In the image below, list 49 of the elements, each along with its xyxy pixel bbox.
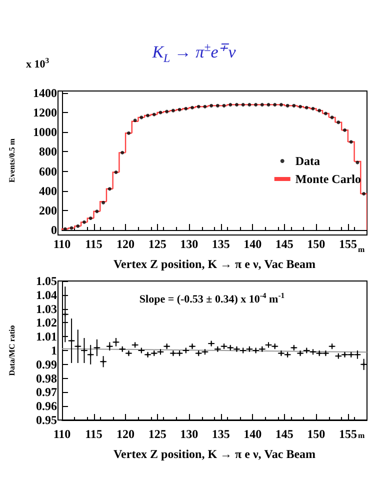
y-tick-label: 0.99: [36, 357, 57, 372]
text: x 10$^{3}$: [26, 56, 50, 71]
y-tick-label: 1: [51, 344, 57, 358]
y-tick-label: 1200: [33, 106, 57, 120]
x-tick-label: 110: [53, 237, 71, 251]
y-tick-label: 0.96: [36, 399, 57, 414]
x-tick-label: 130: [180, 237, 198, 251]
x-tick-label: 125: [148, 427, 166, 441]
x-tick-label: 140: [244, 427, 262, 441]
x-tick-label: 130: [180, 427, 198, 441]
y-tick-label: 1.04: [36, 288, 57, 302]
x-tick-label: 150: [307, 427, 326, 441]
y-tick-label: 1.02: [36, 316, 57, 330]
y-tick-label: 1400: [33, 86, 57, 100]
x-tick-label: 125: [148, 237, 166, 251]
text: m: [358, 245, 365, 254]
annotation: Slope = (-0.53 ± 0.34) x 10$^{-4}$ m$^{-1}$: [139, 291, 285, 306]
y-axis-title: Data/MC ratio: [8, 325, 16, 376]
y-tick-label: 1000: [33, 125, 57, 140]
y-tick-label: 800: [39, 144, 57, 159]
x-tick-label: 135: [212, 237, 230, 251]
y-tick-label: 0.95: [36, 413, 57, 427]
y-tick-label: 0: [51, 223, 57, 237]
y-tick-label: 200: [39, 203, 57, 218]
x-tick-label: 140: [244, 237, 262, 251]
text: m: [358, 431, 365, 440]
x-axis-title: Vertex Z position, K → π e ν, Vac Beam: [113, 257, 316, 271]
x-axis-title: Vertex Z position, K → π e ν, Vac Beam: [113, 447, 316, 461]
x-tick-label: 145: [275, 237, 294, 251]
x-tick-label: 135: [212, 427, 230, 441]
x-tick-label: 155: [338, 237, 357, 251]
x-tick-label: 115: [85, 427, 102, 441]
y-tick-label: 0.97: [36, 385, 57, 400]
y-tick-label: 400: [39, 184, 57, 198]
x-tick-label: 120: [116, 427, 135, 441]
legend-label: Data: [295, 154, 320, 168]
x-tick-label: 150: [307, 237, 326, 251]
x-tick-label: 155: [338, 427, 357, 441]
x-tick-label: 120: [116, 237, 135, 251]
x-tick-label: 110: [53, 427, 71, 441]
x-tick-label: 145: [275, 427, 294, 441]
chart-title: K$_{L}$ → π$^{±}$e$^{∓}$ν: [152, 40, 236, 66]
x-tick-label: 115: [85, 237, 102, 251]
y-tick-label: 1.03: [36, 302, 57, 316]
y-tick-label: 0.98: [36, 371, 57, 386]
y-axis-title: Events/0.5 m: [8, 138, 16, 182]
y-tick-label: 1.05: [36, 274, 57, 288]
y-tick-label: 600: [39, 164, 57, 178]
y-tick-label: 1.01: [36, 330, 57, 344]
